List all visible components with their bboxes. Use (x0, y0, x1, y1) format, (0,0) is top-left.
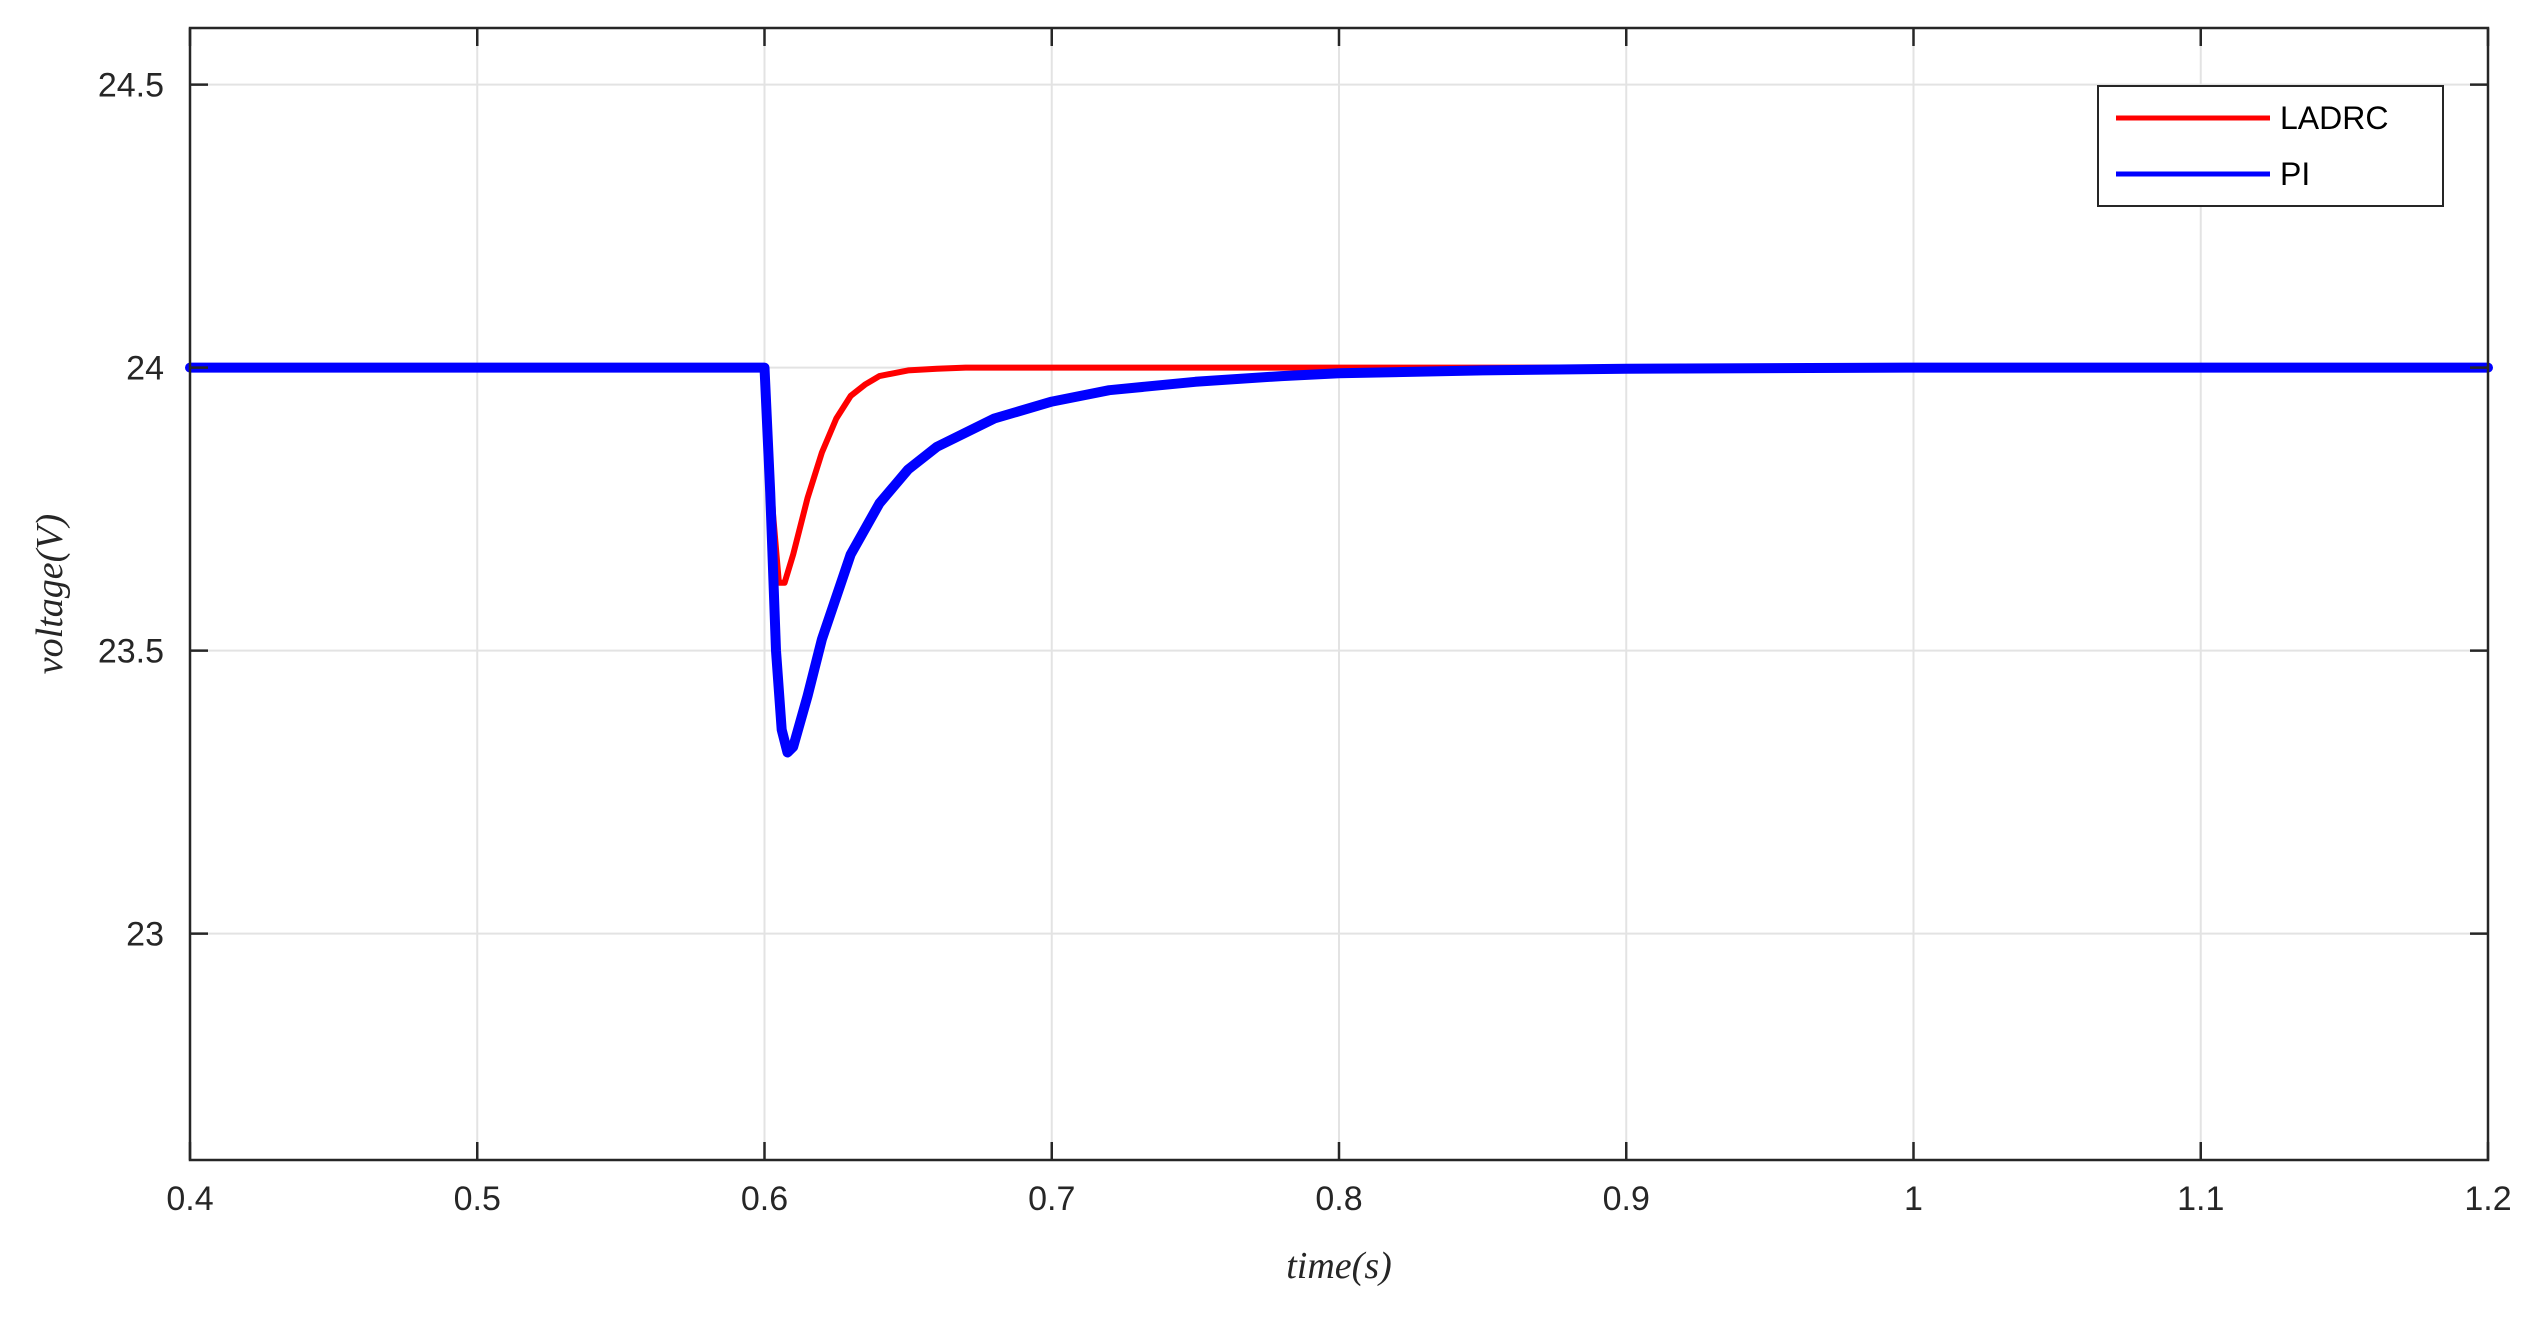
axis-ticks (188, 28, 2490, 1160)
x-tick-label: 0.6 (741, 1180, 788, 1218)
x-tick-label: 1 (1904, 1180, 1923, 1218)
y-axis-label: voltage(V) (29, 514, 71, 674)
y-tick-label: 24.5 (98, 67, 164, 105)
x-tick-label: 0.8 (1315, 1180, 1362, 1218)
y-tick-label: 23 (126, 916, 164, 954)
legend-label-ladrc: LADRC (2280, 100, 2388, 136)
x-axis-label: time(s) (1286, 1245, 1392, 1287)
legend: LADRC PI (2097, 85, 2444, 207)
x-tick-label: 1.1 (2177, 1180, 2224, 1218)
x-tick-label: 1.2 (2464, 1180, 2511, 1218)
x-tick-label: 0.5 (454, 1180, 501, 1218)
legend-label-pi: PI (2280, 156, 2310, 192)
y-tick-label: 23.5 (98, 633, 164, 671)
legend-box (2097, 85, 2444, 207)
series-line-pi (185, 362, 2493, 758)
x-tick-label: 0.4 (166, 1180, 213, 1218)
y-tick-label: 24 (126, 350, 164, 388)
x-tick-label: 0.7 (1028, 1180, 1075, 1218)
x-tick-label: 0.9 (1603, 1180, 1650, 1218)
tick-labels: 0.4 0.5 0.6 0.7 0.8 0.9 1 1.1 1.2 23 23.5 24 24.5 (98, 67, 2512, 1218)
series-layer (185, 362, 2493, 758)
